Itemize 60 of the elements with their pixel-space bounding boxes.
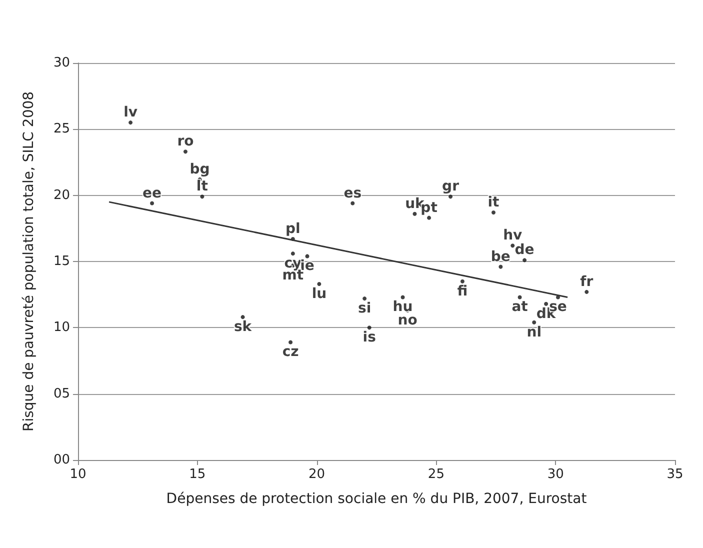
data-label: fr [580, 274, 594, 290]
point [200, 194, 204, 199]
point [288, 340, 293, 344]
point [240, 315, 245, 320]
y-tick-label: 15 [53, 254, 70, 269]
data-label: ro [177, 134, 194, 150]
data-label: si [358, 300, 372, 317]
point [544, 302, 548, 306]
data-label: lu [312, 286, 327, 302]
y-tick-label: 05 [53, 386, 70, 402]
point [150, 201, 154, 206]
x-tick-label: 25 [428, 467, 444, 482]
data-label: es [344, 185, 362, 202]
data-label: it [488, 194, 500, 211]
point [367, 326, 372, 330]
point [460, 279, 464, 284]
point [510, 244, 515, 248]
data-label: de [514, 242, 534, 258]
data-label: bg [190, 161, 210, 178]
point [492, 210, 496, 215]
point [448, 194, 453, 199]
x-axis-title: Dépenses de protection sociale en % du PIB, 2007, Eurostat [166, 491, 588, 507]
y-tick-label: 20 [53, 188, 70, 203]
point [400, 295, 405, 300]
point [532, 320, 536, 324]
point [183, 150, 188, 154]
data-label: ee [142, 185, 162, 202]
data-label: gr [442, 178, 460, 195]
data-label: at [512, 299, 528, 316]
x-tick-label: 10 [70, 467, 86, 482]
point [290, 252, 295, 256]
x-tick-label: 15 [189, 467, 206, 482]
point [305, 254, 310, 258]
data-label: be [490, 248, 510, 265]
point [128, 120, 133, 125]
y-tick-label: 25 [53, 122, 70, 137]
x-tick-label: 35 [666, 467, 684, 482]
point [498, 264, 503, 269]
y-axis-title: Risque de pauvreté population totale, SILC 2008 [21, 91, 37, 432]
data-label: cz [282, 344, 299, 360]
point [427, 216, 432, 220]
point [317, 282, 322, 286]
data-label: nl [526, 324, 542, 340]
x-tick-label: 30 [547, 467, 564, 482]
point [518, 295, 522, 300]
point [362, 296, 367, 301]
data-label: is [362, 330, 376, 346]
data-label: lv [124, 104, 138, 121]
x-tick-label: 20 [308, 467, 326, 482]
y-tick-label: 30 [53, 56, 70, 70]
data-label: pl [286, 221, 300, 238]
y-tick-label: 00 [53, 452, 70, 468]
data-label: hv [503, 228, 522, 244]
data-label: sk [234, 319, 252, 336]
point [350, 201, 355, 206]
point [522, 258, 527, 262]
data-label: fi [457, 283, 468, 300]
data-label: lt [196, 178, 208, 195]
point [584, 290, 589, 294]
y-tick-label: 10 [53, 320, 70, 336]
